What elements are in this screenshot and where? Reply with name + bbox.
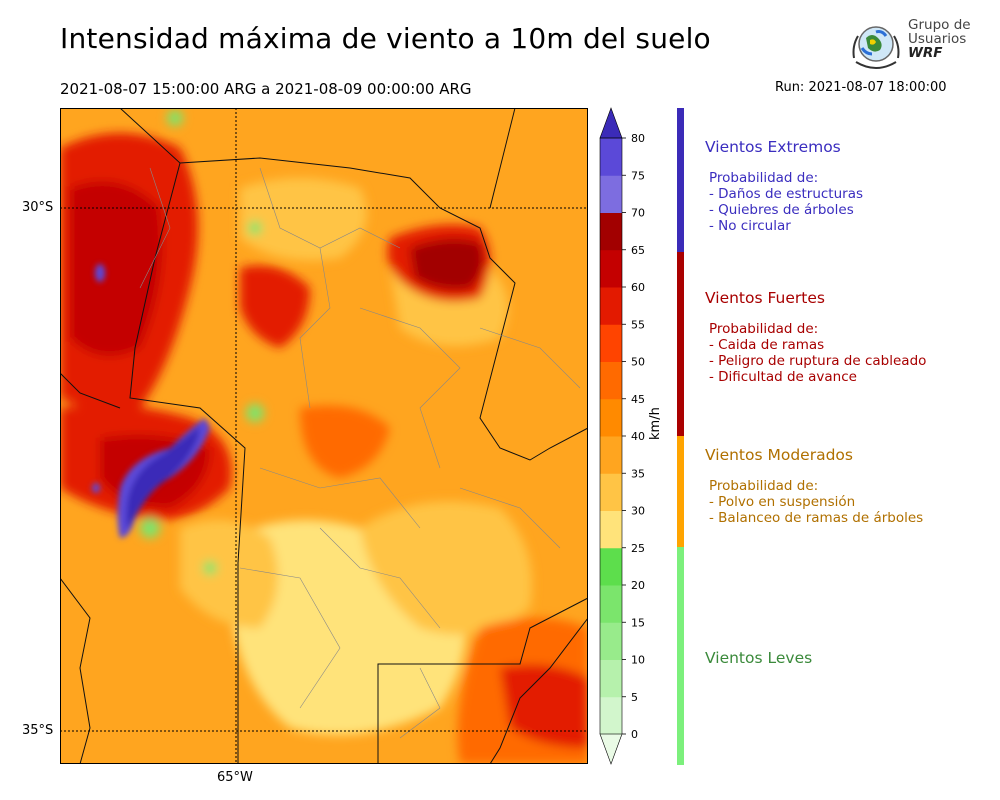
colorbar-tick-label: 20	[631, 579, 645, 592]
category-extreme-line: - No circular	[709, 218, 791, 234]
graticule	[60, 108, 588, 764]
category-extreme: Vientos Extremos Probabilidad de: - Daño…	[705, 138, 863, 234]
colorbar-segment	[600, 659, 622, 698]
colorbar-tick-label: 60	[631, 281, 645, 294]
colorbar-tick-label: 75	[631, 169, 645, 182]
title: Intensidad máxima de viento a 10m del su…	[60, 22, 711, 55]
category-light: Vientos Leves	[705, 649, 812, 681]
category-moderate-line: - Polvo en suspensión	[709, 494, 856, 510]
category-strong-line: Probabilidad de:	[709, 321, 819, 337]
colorbar-tick-label: 70	[631, 207, 645, 220]
category-bar	[677, 547, 684, 765]
colorbar-segment	[600, 436, 622, 474]
category-strong-title: Vientos Fuertes	[705, 289, 825, 307]
colorbar-tick-label: 40	[631, 430, 645, 443]
category-bar	[677, 108, 684, 252]
category-light-title: Vientos Leves	[705, 649, 813, 667]
colorbar-segment	[600, 249, 622, 288]
colorbar-tick-label: 35	[631, 467, 645, 480]
category-bar	[677, 436, 684, 547]
lat-label-35s: 35°S	[22, 723, 54, 738]
category-extreme-line: - Daños de estructuras	[709, 186, 864, 202]
logo-globe-icon	[852, 26, 900, 69]
colorbar-segment	[600, 212, 622, 251]
colorbar-tick-label: 80	[631, 132, 645, 145]
colorbar-tick-label: 10	[631, 654, 645, 667]
colorbar-segment	[600, 585, 622, 623]
colorbar-extension-low	[599, 733, 623, 765]
category-strong-line: - Caida de ramas	[709, 337, 825, 353]
category-strong: Vientos Fuertes Probabilidad de: - Caida…	[705, 289, 926, 385]
province-borders	[60, 108, 588, 764]
colorbar-segment	[600, 510, 622, 549]
category-moderate: Vientos Moderados Probabilidad de: - Pol…	[705, 446, 923, 526]
category-moderate-line: Probabilidad de:	[709, 478, 819, 494]
colorbar-segment	[600, 622, 622, 660]
colorbar-tick-label: 45	[631, 393, 645, 406]
colorbar-tick-label: 25	[631, 542, 645, 555]
lon-label-65w: 65°W	[217, 770, 253, 785]
logo-line-3: WRF	[908, 45, 943, 61]
colorbar-segment	[600, 696, 622, 735]
category-extreme-title: Vientos Extremos	[705, 138, 841, 156]
category-moderate-title: Vientos Moderados	[705, 446, 853, 464]
wind-field	[60, 110, 588, 764]
logo-line-2: Usuarios	[908, 31, 967, 47]
colorbar-unit: km/h	[648, 407, 663, 440]
colorbar-tick-label: 30	[631, 505, 645, 518]
extreme-wind-zone	[92, 264, 210, 538]
colorbar-segment	[600, 547, 622, 586]
category-strong-line: - Dificultad de avance	[709, 369, 857, 385]
colorbar-tick-label: 0	[631, 728, 638, 741]
colorbar-segment	[600, 473, 622, 511]
wind-map	[60, 108, 588, 764]
colorbar-tick-label: 15	[631, 616, 645, 629]
category-extreme-line: - Quiebres de árboles	[709, 202, 854, 218]
colorbar: 0 5 10 15 20 25 30 35 40 45 50 55 60 65 70 75 80	[599, 107, 645, 765]
logo-line-1: Grupo de	[908, 17, 971, 33]
lat-label-30s: 30°S	[22, 200, 54, 215]
department-borders	[139, 167, 581, 739]
colorbar-tick-label: 5	[631, 691, 638, 704]
colorbar-segment	[600, 324, 622, 362]
colorbar-extension-high	[599, 107, 623, 139]
colorbar-tick-label: 50	[631, 356, 645, 369]
colorbar-segment	[600, 398, 622, 437]
category-bar	[677, 252, 684, 436]
category-moderate-line: - Balanceo de ramas de árboles	[709, 510, 924, 526]
colorbar-segment	[600, 287, 622, 325]
colorbar-segment	[600, 175, 622, 213]
colorbar-tick-label: 55	[631, 318, 645, 331]
colorbar-segment	[600, 361, 622, 400]
run-time: Run: 2021-08-07 18:00:00	[775, 80, 947, 95]
period: 2021-08-07 15:00:00 ARG a 2021-08-09 00:…	[60, 80, 472, 98]
colorbar-segment	[600, 138, 622, 176]
colorbar-tick-label: 65	[631, 244, 645, 257]
category-strong-line: - Peligro de ruptura de cableado	[709, 353, 927, 369]
category-extreme-line: Probabilidad de:	[709, 170, 819, 186]
logo: Grupo de Usuarios WRF	[848, 18, 978, 76]
